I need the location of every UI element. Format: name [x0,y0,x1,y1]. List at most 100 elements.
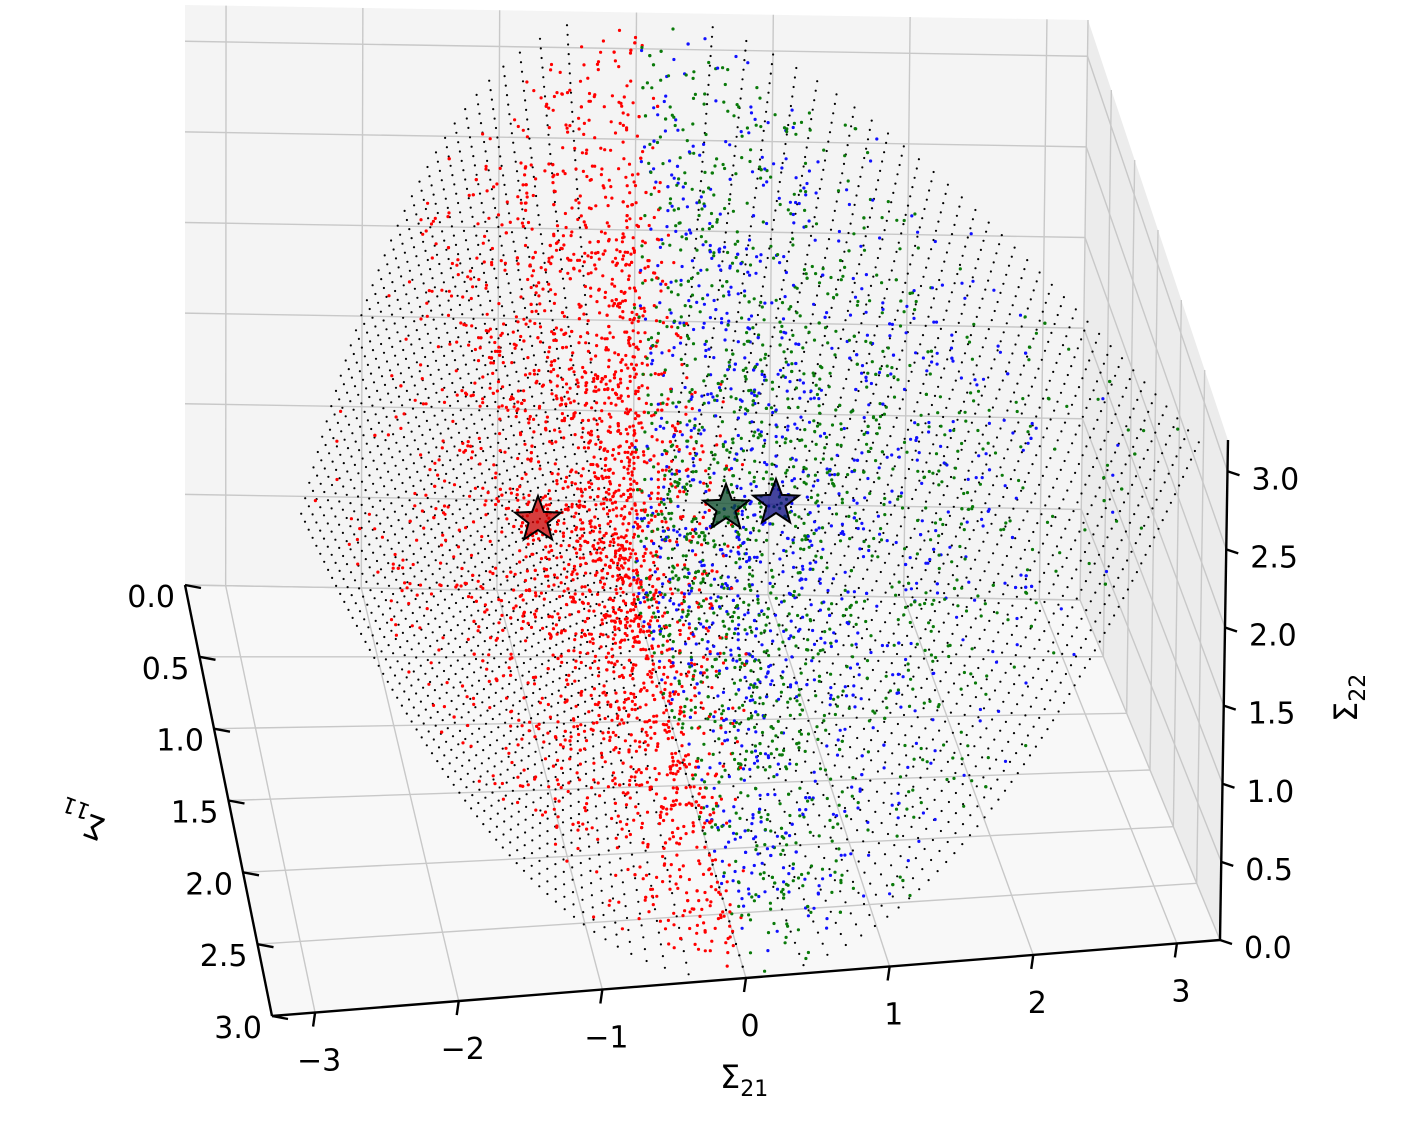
boundary-point [364,465,368,469]
boundary-point [818,285,821,288]
boundary-point [869,648,872,651]
boundary-point [864,235,867,238]
boundary-point [415,620,419,623]
boundary-point [511,509,514,512]
boundary-point [471,215,474,218]
boundary-point [627,928,630,932]
boundary-point [765,266,768,269]
boundary-point [430,309,433,312]
boundary-point [873,924,877,928]
boundary-point [767,91,770,94]
boundary-point [859,808,862,812]
boundary-point [855,646,858,649]
boundary-point [755,411,758,414]
sample-point [600,336,604,340]
boundary-point [1063,459,1066,463]
boundary-point [1071,606,1074,609]
boundary-point [518,797,521,801]
boundary-point [481,618,484,621]
sample-point [786,700,790,704]
boundary-point [450,748,453,751]
boundary-point [868,529,871,532]
boundary-point [602,913,605,917]
boundary-point [1073,356,1076,359]
boundary-point [528,742,531,745]
boundary-point [800,174,804,177]
boundary-point [415,255,418,258]
boundary-point [410,311,413,314]
boundary-point [470,649,473,652]
sample-point [694,469,698,474]
boundary-point [518,189,521,192]
boundary-point [638,718,641,722]
boundary-point [450,225,453,228]
boundary-point [781,161,784,165]
sample-point [695,845,699,849]
boundary-point [1102,545,1105,548]
boundary-point [591,661,594,665]
boundary-point [897,495,900,498]
boundary-point [732,785,735,788]
boundary-point [721,260,724,263]
boundary-point [448,762,451,765]
sample-point [656,113,660,117]
sample-point [796,876,801,880]
boundary-point [430,405,433,408]
sample-point [684,786,688,790]
boundary-point [1076,347,1079,350]
boundary-point [429,373,432,376]
sample-point [543,810,548,814]
sample-point [703,949,707,953]
boundary-point [879,680,882,683]
sample-point [492,185,496,189]
boundary-point [603,546,606,549]
boundary-point [491,717,494,721]
boundary-point [789,104,793,108]
boundary-point [918,736,921,739]
boundary-point [1122,501,1126,504]
boundary-point [367,626,370,629]
boundary-point [748,234,751,237]
boundary-point [569,804,572,808]
boundary-point [874,550,877,553]
boundary-point [448,372,451,376]
boundary-point [1001,563,1004,567]
boundary-point [458,729,462,733]
boundary-point [446,584,449,588]
boundary-point [1096,524,1099,527]
sample-point [896,816,900,820]
boundary-point [543,85,546,88]
boundary-point [970,597,973,600]
boundary-point [1130,550,1133,553]
boundary-point [415,692,418,695]
boundary-point [758,461,761,464]
boundary-point [841,694,844,697]
sample-point [632,461,636,465]
boundary-point [718,751,721,754]
boundary-point [751,569,754,572]
boundary-point [643,948,647,951]
boundary-point [339,592,342,596]
boundary-point [953,223,956,226]
boundary-point [1067,451,1070,454]
boundary-point [695,228,699,231]
boundary-point [323,560,326,563]
sample-point [953,466,958,470]
boundary-point [468,136,472,139]
boundary-point [666,868,669,872]
boundary-point [498,786,501,789]
boundary-point [490,804,493,807]
boundary-point [545,360,548,363]
boundary-point [539,822,542,825]
boundary-point [621,881,625,884]
boundary-point [1069,548,1073,551]
sample-point [640,48,644,53]
sample-point [782,880,786,884]
sample-point [655,875,659,880]
boundary-point [526,480,529,483]
boundary-point [397,519,400,522]
sample-point [477,625,481,629]
boundary-point [573,493,576,496]
boundary-point [834,503,838,506]
boundary-point [1015,624,1018,628]
